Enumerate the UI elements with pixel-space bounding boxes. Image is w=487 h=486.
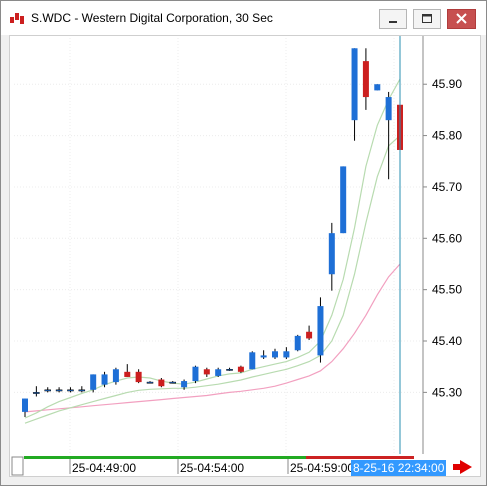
candle-down bbox=[306, 331, 313, 339]
maximize-icon bbox=[422, 14, 432, 23]
x-tick-label: 25-04:54:00 bbox=[180, 461, 244, 475]
y-tick-label: 45.80 bbox=[432, 129, 462, 143]
candle-up bbox=[272, 351, 278, 358]
candle-up bbox=[67, 389, 74, 392]
candle-up bbox=[146, 381, 154, 384]
candle-up bbox=[55, 389, 63, 392]
candle-down bbox=[237, 366, 244, 372]
candle-down bbox=[362, 61, 369, 98]
candle-down bbox=[203, 369, 210, 375]
candle-up bbox=[283, 351, 290, 358]
scroll-position-bar-green bbox=[24, 456, 306, 459]
y-tick-label: 45.50 bbox=[432, 283, 462, 297]
moving-average-fast bbox=[24, 78, 401, 419]
scroll-position-bar-red bbox=[306, 456, 414, 459]
window-title: S.WDC - Western Digital Corporation, 30 … bbox=[31, 11, 273, 25]
candlestick-app-icon bbox=[10, 13, 24, 24]
candle-up bbox=[249, 352, 256, 370]
candle-down bbox=[124, 371, 131, 377]
candle-up bbox=[317, 306, 324, 356]
cursor-time-badge bbox=[351, 460, 446, 476]
candlestick-chart[interactable]: 45.30 45.40 45.50 45.60 45.70 45.80 45.90 25-04… bbox=[10, 36, 480, 476]
candle-up bbox=[181, 381, 188, 388]
candle-up bbox=[340, 166, 347, 234]
moving-average-slow bbox=[24, 263, 401, 413]
candle-up bbox=[33, 392, 40, 394]
candle-down bbox=[135, 371, 142, 383]
candle-down bbox=[158, 379, 165, 387]
y-tick-label: 45.60 bbox=[432, 231, 462, 245]
minimize-button[interactable] bbox=[379, 9, 407, 29]
candle-up bbox=[169, 381, 176, 384]
candle-up bbox=[328, 233, 335, 275]
y-tick-label: 45.70 bbox=[432, 180, 462, 194]
candle-up bbox=[22, 398, 28, 412]
candle-up bbox=[112, 369, 119, 383]
candle-up bbox=[385, 97, 392, 121]
candle-up bbox=[192, 366, 199, 382]
close-button[interactable] bbox=[447, 9, 476, 29]
candle-up bbox=[294, 335, 301, 351]
candle-up bbox=[260, 355, 267, 358]
minimize-icon bbox=[389, 21, 397, 23]
candle-up bbox=[78, 389, 86, 392]
candle-up bbox=[226, 369, 233, 371]
moving-average-mid bbox=[24, 135, 401, 424]
close-icon bbox=[456, 13, 467, 24]
x-tick-label: 25-04:49:00 bbox=[72, 461, 136, 475]
candle-up bbox=[44, 389, 51, 392]
candle-up bbox=[351, 48, 358, 121]
cursor-time-label: 8-25-16 22:34:00 bbox=[353, 461, 445, 475]
y-tick-label: 45.40 bbox=[432, 334, 462, 348]
candle-up bbox=[101, 374, 108, 385]
chart-area[interactable]: 45.30 45.40 45.50 45.60 45.70 45.80 45.90 25-04… bbox=[9, 35, 481, 477]
x-tick-label: 25-04:59:00 bbox=[290, 461, 354, 475]
y-tick-label: 45.90 bbox=[432, 77, 462, 91]
candle-up bbox=[90, 374, 97, 390]
candle-up bbox=[374, 84, 381, 91]
red-right-arrow-icon[interactable] bbox=[453, 460, 472, 474]
y-tick-label: 45.30 bbox=[432, 385, 462, 399]
maximize-button[interactable] bbox=[413, 9, 441, 29]
scroll-checkbox[interactable] bbox=[11, 456, 24, 476]
candle-up bbox=[215, 369, 222, 376]
title-bar[interactable]: S.WDC - Western Digital Corporation, 30 … bbox=[1, 1, 486, 35]
